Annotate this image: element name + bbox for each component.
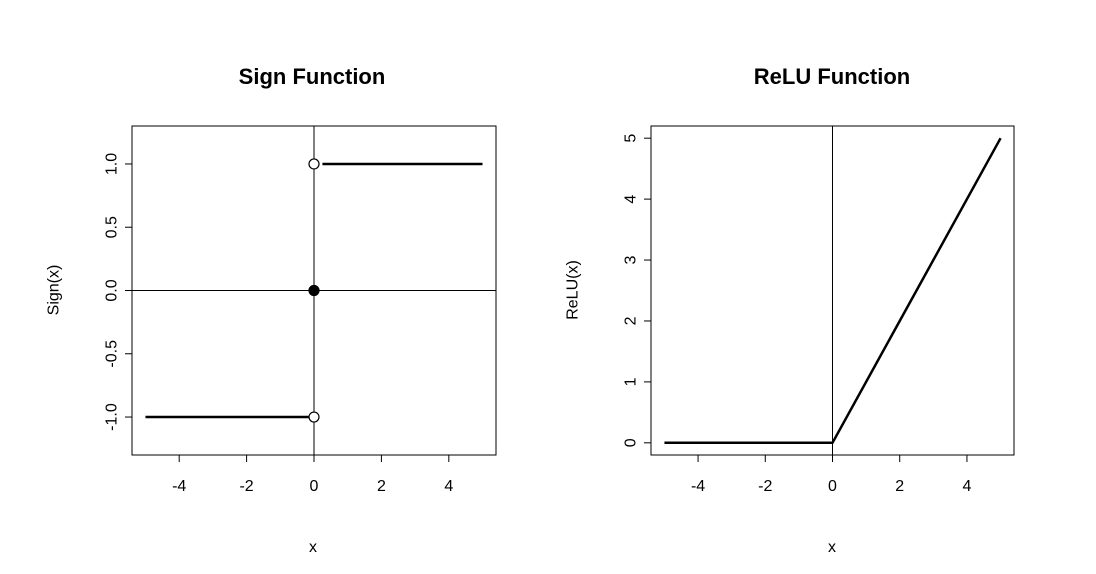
x-tick-label: -4 [691,478,705,495]
x-tick-label: 0 [310,478,319,495]
chart-title: ReLU Function [754,64,910,89]
chart-title: Sign Function [239,64,386,89]
x-tick-label: -4 [172,478,186,495]
y-axis-title: Sign(x) [46,265,63,316]
x-tick-label: -2 [758,478,772,495]
y-tick-label: -0.5 [104,340,121,368]
y-tick-label: 4 [623,195,640,204]
y-tick-label: 0.0 [104,279,121,301]
x-axis-title: x [309,539,317,556]
y-tick-label: 1.0 [104,153,121,175]
x-tick-label: -2 [239,478,253,495]
chart-panel-2: ReLU Function -4 -2 0 2 4 0 1 2 3 4 5 x ReLU(x) [565,64,1015,556]
x-tick-label: 4 [962,478,971,495]
chart-panel-1: Sign Function -4 -2 0 2 4 -1.0 -0.5 0.0 0.5 1.0 x Si… [46,64,497,556]
x-tick-label: 4 [444,478,453,495]
open-point [308,411,320,423]
y-tick-label: -1.0 [104,403,121,431]
y-tick-label: 5 [623,134,640,143]
y-tick-label: 1 [623,377,640,386]
y-tick-label: 0.5 [104,216,121,238]
x-tick-label: 2 [895,478,904,495]
open-point [308,158,320,170]
y-axis-title: ReLU(x) [565,260,582,320]
x-axis-title: x [828,539,836,556]
x-tick-label: 0 [828,478,837,495]
series-line [664,137,1002,445]
y-tick-label: 0 [623,438,640,447]
y-tick-label: 3 [623,255,640,264]
x-tick-label: 2 [377,478,386,495]
y-tick-label: 2 [623,316,640,325]
filled-point [308,284,320,297]
